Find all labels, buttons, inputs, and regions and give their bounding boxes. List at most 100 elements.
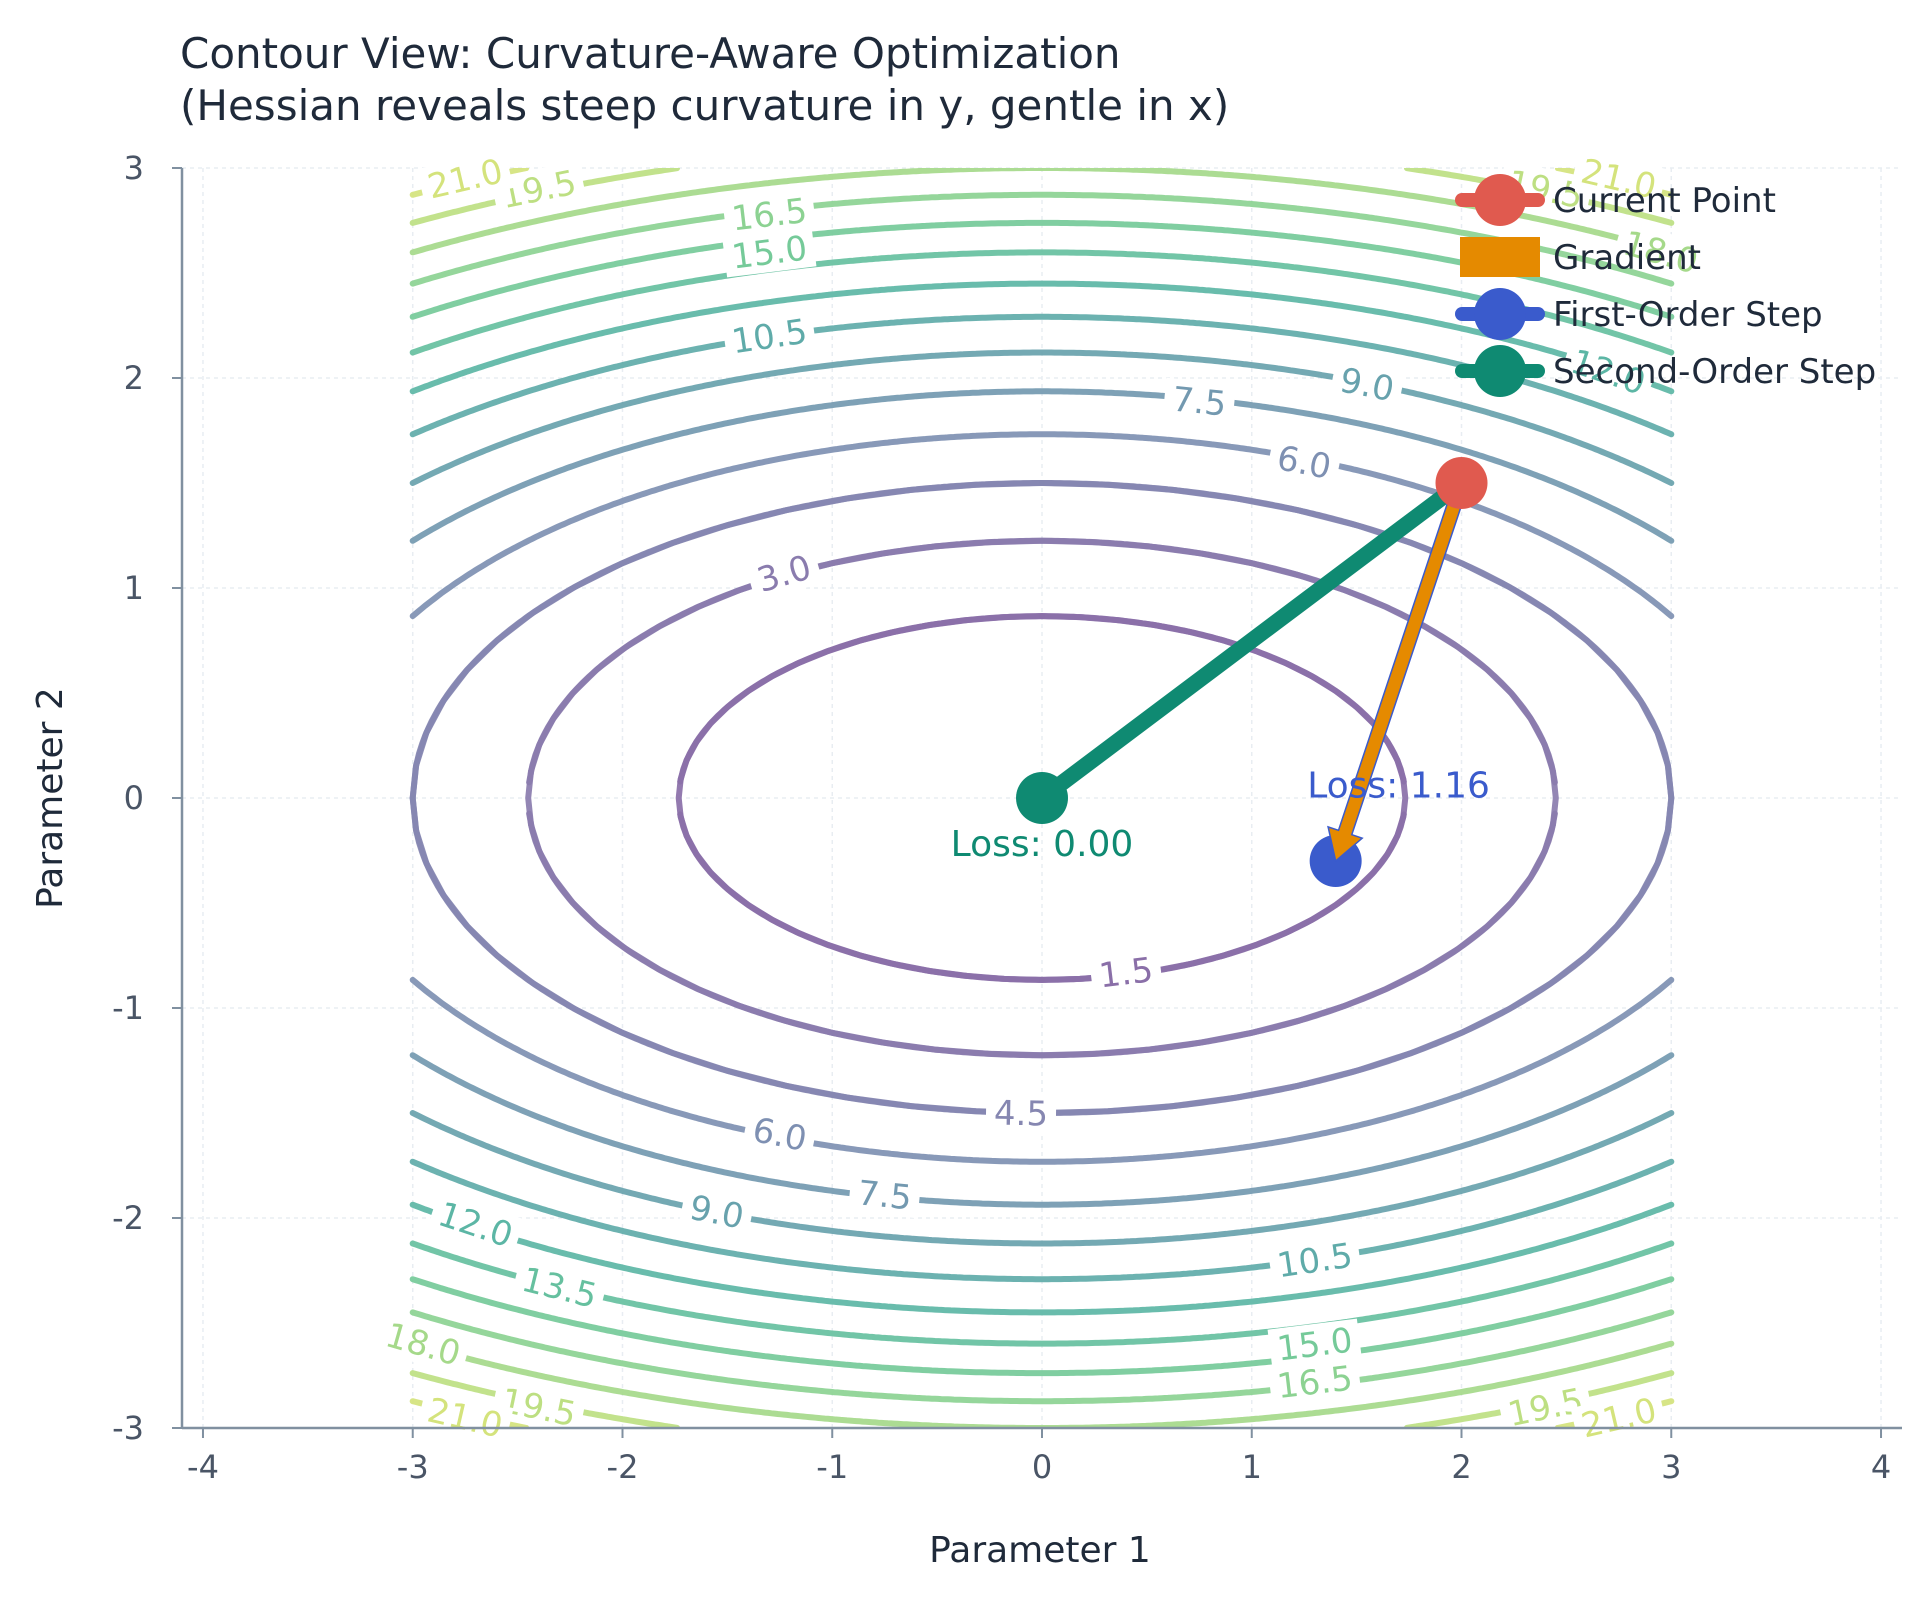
y-tick-label: -2 — [112, 1199, 144, 1237]
contour-seam-4-5 — [1039, 480, 1675, 1116]
loss-annotation: Loss: 0.00 — [951, 824, 1134, 865]
x-tick-label: -1 — [816, 1448, 848, 1486]
chart-title-line-1: Contour View: Curvature-Aware Optimizati… — [180, 29, 1121, 78]
contour-line-10-5 — [409, 1158, 1675, 1283]
loss-annotation: Loss: 1.16 — [1307, 765, 1490, 806]
contour-line-6 — [409, 976, 1675, 1165]
contour-label-bg — [511, 1257, 609, 1318]
x-tick-label: 0 — [1032, 1448, 1052, 1486]
contour-label: 21.0 — [424, 1390, 507, 1446]
contour-label-bg — [490, 160, 587, 218]
contour-label: 10.5 — [729, 312, 810, 363]
y-tick-label: -3 — [112, 1409, 144, 1447]
contour-label-bg — [1497, 1378, 1594, 1436]
annotations: Loss: 1.16 Loss: 0.00 — [951, 765, 1490, 865]
contour-label-bg — [426, 1191, 525, 1258]
contour-line-16-5 — [409, 191, 1675, 287]
contour-seam-1-5 — [675, 613, 1045, 983]
legend-label: Gradient — [1553, 238, 1701, 278]
contour-label-bg — [490, 1378, 587, 1436]
contour-line-16-5 — [409, 1309, 1675, 1405]
y-axis-title: Parameter 2 — [30, 687, 71, 909]
contour-line-13-5 — [409, 249, 1675, 356]
contour-seam-3 — [1039, 537, 1559, 1059]
x-axis-title: Parameter 1 — [929, 1530, 1151, 1571]
contour-label-bg — [722, 226, 817, 278]
contour-lines — [409, 168, 1675, 1428]
legend-label: Second-Order Step — [1553, 352, 1876, 392]
legend-marker — [1474, 174, 1526, 226]
y-tick-label: 3 — [124, 149, 144, 187]
contour-label: 7.5 — [1170, 380, 1228, 425]
contour-label: 1.5 — [1097, 950, 1155, 996]
second-order-point — [1016, 772, 1068, 824]
contour-line-7-5 — [409, 388, 1675, 544]
contour-label: 13.5 — [518, 1260, 601, 1317]
contour-label-bg — [744, 544, 824, 603]
x-tick-label: -4 — [187, 1448, 219, 1486]
contour-label: 12.0 — [433, 1194, 517, 1256]
contour-label-bg — [722, 189, 817, 240]
contour-label-bg — [1559, 338, 1658, 405]
contour-label-bg — [1612, 220, 1710, 284]
contour-label-bg — [374, 1312, 472, 1376]
contour-label: 21.0 — [424, 151, 507, 207]
contour-line-9 — [409, 349, 1675, 486]
legend: Current Point Gradient First-Order Step Sec… — [1455, 174, 1876, 397]
second-order-path — [1034, 475, 1470, 806]
contour-label-bg — [1570, 1387, 1668, 1448]
y-tick-label: 1 — [124, 569, 144, 607]
contour-label-bg — [1267, 1318, 1362, 1370]
contour-label-bg — [1328, 357, 1406, 411]
x-tick-label: 4 — [1871, 1448, 1891, 1486]
chart-title-line-2: (Hessian reveals steep curvature in y, g… — [180, 81, 1229, 130]
y-tick-label: -1 — [112, 989, 144, 1027]
contour-line-15 — [409, 1276, 1675, 1377]
contour-label-bg — [416, 148, 514, 209]
contour-label-bg — [1267, 1356, 1362, 1407]
contour-line-9 — [409, 1110, 1675, 1247]
contour-label: 10.5 — [1274, 1236, 1355, 1287]
contour-label: 9.0 — [686, 1188, 747, 1238]
x-tick-label: 1 — [1242, 1448, 1262, 1486]
contour-line-13-5 — [409, 1240, 1675, 1347]
x-tick-label: 3 — [1661, 1448, 1681, 1486]
contour-label: 3.0 — [753, 548, 816, 601]
legend-swatch-gradient — [1460, 237, 1540, 277]
chart-title: Contour View: Curvature-Aware Optimizati… — [180, 29, 1229, 130]
contour-label-bg — [1267, 1233, 1363, 1287]
contour-label-bg — [741, 1107, 819, 1161]
contour-labels: 1.53.04.56.06.07.57.59.09.010.510.512.01… — [374, 148, 1710, 1448]
x-tick-label: 2 — [1451, 1448, 1471, 1486]
axes: -4 -3 -2 -1 0 1 2 3 4 -3 -2 -1 0 1 2 3 — [112, 149, 1902, 1486]
gradient-arrow — [1327, 479, 1470, 863]
contour-line-12 — [409, 280, 1675, 395]
optimization-marks — [1016, 457, 1488, 887]
contour-label-bg — [678, 1185, 756, 1239]
legend-label: Current Point — [1553, 181, 1776, 221]
contour-line-12 — [409, 1201, 1675, 1316]
current-point — [1435, 457, 1488, 509]
contour-label-bg — [1088, 948, 1164, 997]
contour-label: 6.0 — [749, 1110, 810, 1160]
contour-label: 6.0 — [1274, 438, 1335, 488]
contour-label-bg — [1162, 377, 1237, 425]
contour-label: 21.0 — [1578, 1390, 1661, 1446]
contour-label-bg — [416, 1387, 514, 1448]
contour-label: 4.5 — [994, 1094, 1049, 1135]
contour-label: 16.5 — [730, 191, 810, 240]
contour-label: 16.5 — [1275, 1359, 1355, 1408]
y-tick-label: 0 — [124, 779, 144, 817]
contour-label-bg — [1265, 435, 1343, 489]
contour-line-7-5 — [409, 1052, 1675, 1208]
contour-seam-1-5 — [1039, 613, 1409, 983]
legend-marker — [1474, 288, 1526, 340]
x-tick-label: -2 — [607, 1448, 639, 1486]
contour-label-bg — [721, 309, 817, 363]
contour-line-6 — [409, 431, 1675, 620]
y-tick-label: 2 — [124, 359, 144, 397]
contour-label-bg — [847, 1171, 922, 1219]
contour-label-bg — [985, 1092, 1057, 1134]
